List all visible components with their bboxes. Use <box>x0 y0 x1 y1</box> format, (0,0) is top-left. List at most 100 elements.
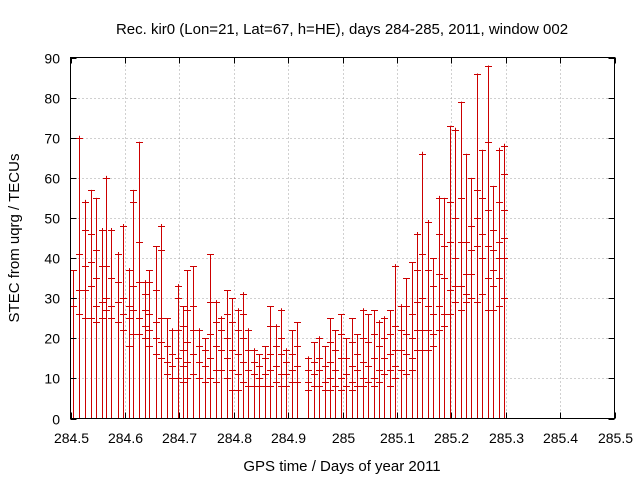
error-bar <box>88 189 95 419</box>
error-bar <box>305 356 312 419</box>
x-tick-label: 285.4 <box>543 430 578 446</box>
error-bar <box>93 197 100 419</box>
error-bar <box>490 185 497 419</box>
error-bar <box>207 254 214 419</box>
chart-title: Rec. kir0 (Lon=21, Lat=67, h=HE), days 2… <box>116 21 568 38</box>
error-bar <box>419 151 426 419</box>
error-bar <box>146 270 153 419</box>
error-bar <box>196 328 203 419</box>
error-bar <box>441 197 448 419</box>
error-bar <box>343 338 350 419</box>
y-tick-label: 40 <box>44 251 60 267</box>
error-bar <box>338 314 345 419</box>
error-bar <box>354 334 361 419</box>
error-bar <box>409 262 416 419</box>
error-bar <box>392 264 399 419</box>
error-bar <box>468 177 475 419</box>
error-bar <box>126 268 133 419</box>
x-tick-label: 285.1 <box>380 430 415 446</box>
error-bar <box>142 280 149 419</box>
error-bar <box>387 310 394 419</box>
error-bar <box>180 306 187 419</box>
error-bar <box>235 308 242 419</box>
y-tick-label: 70 <box>44 131 60 147</box>
error-bar <box>381 316 388 419</box>
error-bar <box>175 284 182 419</box>
x-tick-label: 284.6 <box>108 430 143 446</box>
y-tick-label: 50 <box>44 211 60 227</box>
error-bar <box>349 318 356 419</box>
error-bar <box>267 306 274 419</box>
error-bar <box>224 290 231 419</box>
error-bar <box>479 149 486 419</box>
error-bar <box>403 278 410 419</box>
error-bar <box>398 304 405 419</box>
error-bar <box>452 127 459 419</box>
error-bar <box>218 316 225 419</box>
error-bar <box>130 189 137 419</box>
y-axis-label: STEC from uqrg / TECUs <box>6 154 23 323</box>
y-tick-label: 30 <box>44 291 60 307</box>
error-bar <box>360 308 367 419</box>
error-bar <box>190 266 197 419</box>
error-bar <box>76 135 83 419</box>
error-bar <box>108 227 115 419</box>
error-bar <box>245 328 252 419</box>
error-bar <box>316 336 323 419</box>
error-bar <box>447 125 454 419</box>
y-axis-ticks: 0 10 20 30 40 50 60 70 80 90 <box>44 51 615 428</box>
error-bar <box>458 101 465 419</box>
x-tick-label: 285.3 <box>489 430 524 446</box>
error-bar <box>376 320 383 419</box>
error-bar <box>240 292 247 419</box>
error-bars <box>70 65 508 419</box>
error-bar <box>425 219 432 419</box>
x-tick-label: 285.2 <box>434 430 469 446</box>
error-bar <box>229 298 236 419</box>
error-bar <box>136 141 143 419</box>
error-bar <box>169 328 176 419</box>
error-bar <box>365 314 372 419</box>
error-bar <box>463 153 470 419</box>
error-bar <box>294 322 301 419</box>
error-bar <box>153 246 160 419</box>
x-axis-ticks: 284.5 284.6 284.7 284.8 284.9 285 285.1 285.2 28… <box>54 57 633 446</box>
error-bar <box>256 354 263 419</box>
error-bar <box>262 346 269 419</box>
error-bar <box>103 175 110 419</box>
error-bar <box>283 348 290 419</box>
x-tick-label: 284.9 <box>271 430 306 446</box>
y-tick-label: 20 <box>44 331 60 347</box>
error-bar <box>273 324 280 419</box>
error-bar <box>115 252 122 419</box>
error-bar <box>501 143 508 419</box>
error-bar <box>184 270 191 419</box>
error-bar <box>474 73 481 419</box>
error-bar <box>371 310 378 419</box>
grid-lines <box>70 57 615 419</box>
error-bar <box>430 258 437 419</box>
y-tick-label: 60 <box>44 171 60 187</box>
error-bar <box>164 318 171 419</box>
y-tick-label: 90 <box>44 51 60 67</box>
error-bar <box>158 223 165 419</box>
error-bar <box>311 342 318 419</box>
x-tick-label: 284.7 <box>162 430 197 446</box>
x-tick-label: 284.8 <box>217 430 252 446</box>
error-bar <box>496 147 503 419</box>
x-axis-label: GPS time / Days of year 2011 <box>243 458 440 475</box>
y-tick-label: 0 <box>52 412 60 428</box>
error-bar <box>327 318 334 419</box>
error-bar <box>202 338 209 419</box>
x-tick-label: 284.5 <box>54 430 89 446</box>
x-tick-label: 285.5 <box>598 430 633 446</box>
error-bar <box>289 330 296 419</box>
error-bar <box>120 223 127 419</box>
y-tick-label: 10 <box>44 371 60 387</box>
plot-frame <box>70 57 615 419</box>
y-tick-label: 80 <box>44 91 60 107</box>
error-bar <box>82 199 89 419</box>
x-tick-label: 285 <box>332 430 356 446</box>
error-bar <box>332 330 339 419</box>
